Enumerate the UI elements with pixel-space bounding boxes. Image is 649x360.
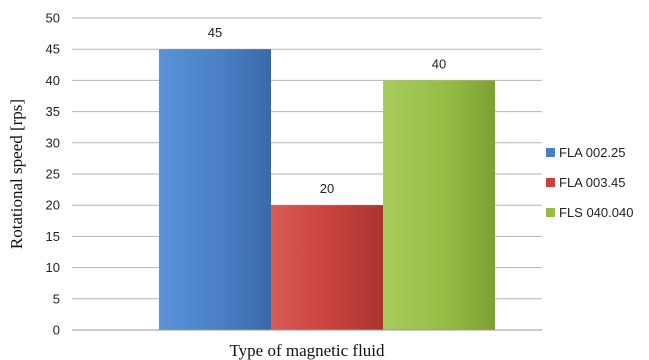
y-tick-label: 25 — [46, 167, 60, 182]
y-tick-label: 0 — [53, 323, 60, 338]
legend-label: FLA 002.25 — [559, 145, 626, 160]
data-label: 45 — [208, 25, 222, 40]
y-tick-label: 50 — [46, 11, 60, 26]
legend-label: FLA 003.45 — [559, 175, 626, 190]
data-label: 40 — [432, 56, 446, 71]
legend-label: FLS 040.040 — [559, 205, 633, 220]
legend: FLA 002.25 FLA 003.45 FLS 040.040 — [546, 145, 633, 220]
y-tick-label: 20 — [46, 198, 60, 213]
y-axis-title: Rotational speed [rps] — [7, 99, 26, 249]
gridlines — [72, 17, 542, 300]
bar-fls-040-040 — [383, 80, 495, 331]
y-tick-label: 45 — [46, 42, 60, 57]
y-axis-ticks: 0 5 10 15 20 25 30 35 40 45 50 — [46, 11, 60, 338]
y-tick-label: 30 — [46, 135, 60, 150]
bars — [159, 49, 495, 331]
y-tick-label: 35 — [46, 104, 60, 119]
legend-swatch — [546, 178, 555, 187]
y-tick-label: 15 — [46, 229, 60, 244]
legend-swatch — [546, 148, 555, 157]
y-tick-label: 5 — [53, 291, 60, 306]
bar-fla-002-25 — [159, 49, 271, 330]
bar-fla-003-45 — [271, 205, 383, 330]
x-axis-title: Type of magnetic fluid — [229, 341, 385, 360]
y-tick-label: 10 — [46, 260, 60, 275]
data-label-bg — [421, 54, 457, 73]
data-label-bg — [309, 179, 345, 198]
data-labels: 45 20 40 — [197, 23, 457, 198]
y-tick-label: 40 — [46, 73, 60, 88]
legend-swatch — [546, 208, 555, 217]
data-label-bg — [197, 23, 233, 42]
data-label: 20 — [320, 181, 334, 196]
